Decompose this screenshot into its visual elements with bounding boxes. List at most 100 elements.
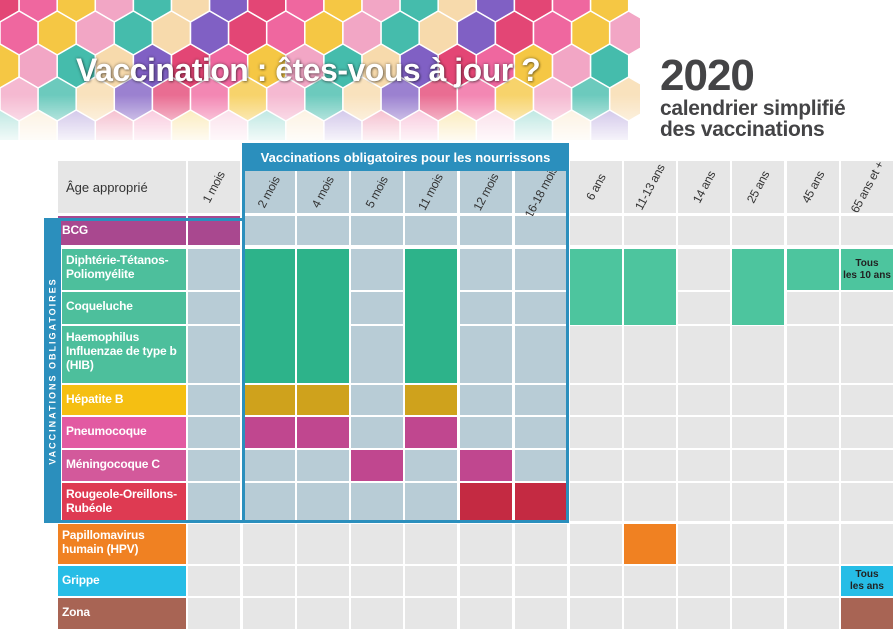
schedule-cell (351, 326, 403, 383)
age-header: 12 mois (460, 171, 512, 213)
schedule-cell (188, 566, 240, 596)
schedule-cell (351, 566, 403, 596)
age-header: 1 mois (188, 161, 240, 213)
schedule-cell (624, 326, 676, 383)
schedule-cell (351, 483, 403, 521)
schedule-cell (460, 450, 512, 481)
vaccine-label: Diphtérie-Tétanos- Poliomyélite (62, 249, 186, 290)
schedule-cell (351, 450, 403, 481)
dose-bar (624, 249, 676, 325)
schedule-cell (460, 249, 512, 290)
schedule-cell (732, 216, 784, 245)
dose-bar (841, 249, 893, 290)
schedule-cell (841, 450, 893, 481)
schedule-cell (732, 598, 784, 629)
schedule-cell (405, 524, 457, 564)
dose-bar (787, 249, 839, 290)
schedule-cell (678, 566, 730, 596)
schedule-cell (460, 566, 512, 596)
schedule-cell (570, 524, 622, 564)
age-header: 65 ans et + (841, 158, 893, 216)
page-title: Vaccination : êtes-vous à jour ? (76, 52, 541, 88)
age-header: 11 mois (405, 171, 457, 213)
schedule-cell (351, 249, 403, 290)
schedule-cell (297, 566, 349, 596)
schedule-cell (460, 417, 512, 448)
schedule-cell (787, 566, 839, 596)
schedule-cell (243, 483, 295, 521)
schedule-cell (188, 249, 240, 290)
schedule-cell (405, 450, 457, 481)
age-header: 5 mois (351, 171, 403, 213)
dose-bar (243, 249, 295, 383)
hexagon-pattern (0, 0, 640, 140)
note-every-10-years: Tous les 10 ans (843, 257, 891, 281)
schedule-cell (188, 524, 240, 564)
schedule-cell (732, 450, 784, 481)
schedule-cell (841, 417, 893, 448)
schedule-cell (732, 417, 784, 448)
schedule-cell (405, 417, 457, 448)
age-header: 4 mois (297, 171, 349, 213)
age-header-label: 65 ans et + (847, 158, 887, 216)
dose-bar (841, 566, 893, 596)
subtitle-line2: des vaccinations (660, 118, 825, 141)
schedule-cell (460, 292, 512, 324)
schedule-cell (570, 216, 622, 245)
dose-bar (405, 249, 457, 383)
vaccine-label: Grippe (58, 566, 186, 596)
schedule-cell (570, 483, 622, 521)
age-header-label: 12 mois (470, 171, 502, 213)
schedule-cell (841, 385, 893, 415)
schedule-cell (787, 385, 839, 415)
schedule-cell (624, 598, 676, 629)
schedule-cell (570, 385, 622, 415)
schedule-cell (732, 524, 784, 564)
schedule-cell (732, 483, 784, 521)
schedule-cell (841, 598, 893, 629)
schedule-cell (297, 417, 349, 448)
schedule-cell (405, 483, 457, 521)
age-header: 6 ans (570, 161, 622, 213)
schedule-cell (405, 216, 457, 245)
vaccine-label: BCG (58, 216, 186, 245)
schedule-cell (678, 385, 730, 415)
schedule-cell (515, 524, 567, 564)
schedule-cell (460, 598, 512, 629)
schedule-cell (678, 326, 730, 383)
age-header-cell (58, 161, 186, 213)
age-header-label: 1 mois (199, 168, 229, 206)
mandatory-infants-header: Vaccinations obligatoires pour les nourr… (242, 143, 569, 171)
schedule-cell (841, 326, 893, 383)
schedule-cell (787, 326, 839, 383)
schedule-cell (570, 566, 622, 596)
schedule-cell (515, 249, 567, 290)
schedule-cell (515, 292, 567, 324)
schedule-cell (624, 566, 676, 596)
schedule-cell (570, 450, 622, 481)
schedule-cell (188, 326, 240, 383)
age-header-label: 5 mois (362, 173, 392, 211)
schedule-cell (732, 385, 784, 415)
schedule-cell (515, 417, 567, 448)
schedule-cell (624, 483, 676, 521)
age-header: 14 ans (678, 161, 730, 213)
schedule-cell (841, 524, 893, 564)
age-header: 11-13 ans (624, 161, 676, 213)
age-header-label: 6 ans (583, 171, 609, 203)
schedule-cell (678, 249, 730, 290)
vaccine-label: Méningocoque C (62, 450, 186, 481)
schedule-cell (787, 292, 839, 324)
schedule-cell (787, 216, 839, 245)
schedule-cell (787, 483, 839, 521)
schedule-cell (351, 216, 403, 245)
schedule-cell (515, 566, 567, 596)
schedule-cell (624, 385, 676, 415)
schedule-cell (732, 566, 784, 596)
schedule-cell (405, 566, 457, 596)
schedule-cell (297, 483, 349, 521)
schedule-cell (515, 450, 567, 481)
header-banner (0, 0, 640, 140)
age-header: 16-18 mois (515, 164, 567, 220)
